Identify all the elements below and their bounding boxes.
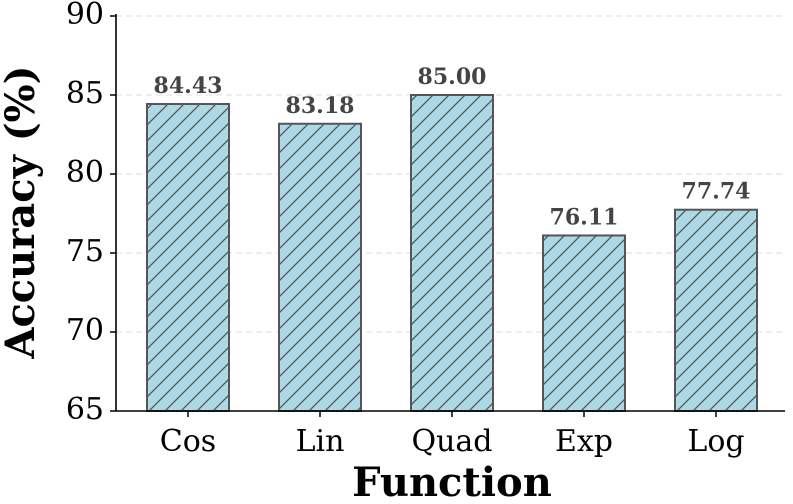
y-tick-label: 90 bbox=[66, 0, 104, 32]
y-axis-title: Accuracy (%) bbox=[0, 65, 44, 359]
value-label: 77.74 bbox=[682, 179, 751, 205]
x-tick-label: Exp bbox=[555, 424, 613, 459]
bar-hatch bbox=[542, 234, 626, 412]
bars bbox=[146, 94, 758, 412]
bar-hatch bbox=[410, 94, 494, 412]
x-tick-label: Log bbox=[687, 424, 744, 459]
value-label: 84.43 bbox=[154, 73, 223, 99]
value-label: 83.18 bbox=[286, 93, 355, 119]
y-tick-label: 80 bbox=[66, 155, 104, 190]
bar-hatch bbox=[674, 208, 758, 412]
x-axis-title: Function bbox=[352, 459, 552, 504]
value-label: 76.11 bbox=[550, 204, 619, 230]
y-tick-label: 75 bbox=[66, 234, 104, 269]
bar-hatch bbox=[146, 103, 230, 412]
value-label: 85.00 bbox=[418, 64, 487, 90]
x-tick-label: Quad bbox=[411, 424, 492, 459]
y-tick-label: 70 bbox=[66, 313, 104, 348]
x-tick-label: Lin bbox=[296, 424, 345, 459]
y-tick-label: 65 bbox=[66, 392, 104, 427]
y-tick-label: 85 bbox=[66, 76, 104, 111]
x-tick-label: Cos bbox=[160, 424, 216, 459]
bar-hatch bbox=[278, 122, 362, 412]
